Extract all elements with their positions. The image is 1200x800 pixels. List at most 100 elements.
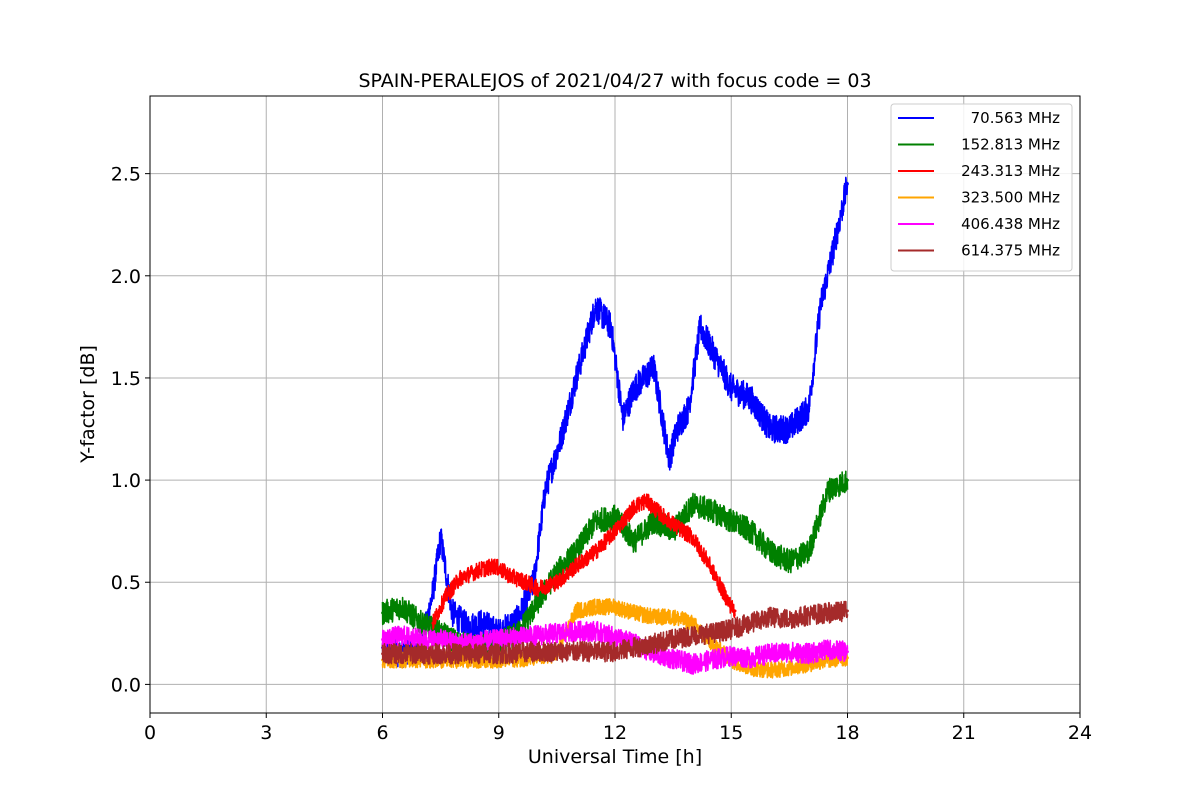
data-point: [660, 513, 663, 517]
data-point: [749, 529, 753, 533]
data-point: [667, 458, 671, 462]
x-tick-label: 18: [835, 722, 859, 744]
legend-label: 70.563 MHz: [971, 109, 1060, 127]
data-point: [787, 617, 791, 621]
data-point: [830, 253, 834, 257]
data-point: [807, 613, 811, 617]
data-point: [555, 580, 559, 584]
data-point: [691, 535, 694, 539]
data-point: [574, 550, 578, 553]
data-point: [497, 652, 501, 656]
y-axis-label: Y-factor [dB]: [77, 345, 99, 464]
x-tick-label: 6: [376, 722, 388, 744]
data-point: [524, 580, 528, 584]
data-point: [381, 652, 384, 656]
data-point: [458, 576, 462, 580]
x-tick-label: 15: [719, 722, 743, 744]
data-point: [400, 633, 404, 637]
data-point: [652, 615, 656, 619]
y-axis: 0.0 0.5 1.0 1.5 2.0 2.5: [111, 164, 150, 696]
data-point: [609, 325, 613, 329]
data-point: [729, 654, 733, 658]
data-point: [710, 642, 714, 645]
data-point: [807, 407, 811, 410]
data-point: [419, 652, 423, 656]
legend-frame: [890, 103, 1073, 272]
y-tick-label: 0.5: [111, 572, 141, 594]
data-point: [846, 478, 849, 482]
data-point: [419, 638, 423, 641]
data-point: [706, 560, 710, 564]
data-point: [632, 646, 636, 650]
data-point: [400, 605, 404, 609]
series-line-5: [381, 600, 849, 665]
y-tick-label: 1.5: [111, 368, 141, 390]
data-point: [846, 609, 849, 613]
data-point: [787, 427, 791, 431]
data-point: [729, 519, 733, 523]
chart-title: SPAIN-PERALEJOS of 2021/04/27 with focus…: [358, 70, 871, 92]
legend-label: 614.375 MHz: [961, 242, 1060, 260]
data-point: [574, 650, 578, 654]
data-point: [826, 658, 830, 662]
data-point: [613, 529, 617, 533]
data-point: [652, 366, 656, 370]
data-point: [381, 638, 384, 641]
y-tick-label: 0.0: [111, 674, 141, 696]
series-line-2: [432, 493, 736, 630]
data-point: [749, 656, 753, 660]
data-point: [443, 597, 446, 600]
x-axis-label: Universal Time [h]: [528, 746, 702, 768]
data-point: [555, 570, 559, 574]
data-point: [733, 609, 737, 613]
data-point: [594, 305, 598, 308]
data-point: [807, 652, 811, 656]
data-point: [675, 427, 679, 431]
data-point: [768, 550, 772, 553]
data-point: [574, 629, 578, 633]
legend: 70.563 MHz 152.813 MHz 243.313 MHz 323.500 …: [890, 103, 1073, 272]
data-point: [729, 605, 733, 609]
data-point: [439, 535, 443, 539]
legend-label: 406.438 MHz: [961, 215, 1060, 233]
data-point: [466, 625, 470, 629]
data-point: [826, 611, 830, 615]
data-point: [632, 611, 636, 615]
data-point: [818, 305, 822, 308]
data-point: [826, 488, 830, 492]
data-point: [431, 621, 435, 625]
data-point: [450, 611, 454, 615]
data-point: [419, 621, 423, 625]
data-point: [687, 407, 691, 410]
data-point: [768, 427, 772, 431]
data-point: [613, 650, 617, 654]
data-point: [826, 648, 830, 652]
data-point: [652, 642, 656, 645]
data-point: [574, 609, 578, 613]
data-point: [431, 591, 435, 594]
data-point: [807, 550, 811, 553]
data-point: [729, 386, 733, 390]
series-layer: [381, 176, 849, 679]
data-point: [846, 650, 849, 654]
data-point: [846, 656, 849, 660]
data-point: [749, 621, 753, 625]
data-point: [675, 525, 679, 529]
data-point: [710, 509, 714, 513]
data-point: [574, 564, 578, 568]
data-point: [594, 629, 598, 633]
data-point: [632, 386, 636, 390]
data-point: [691, 662, 694, 666]
data-point: [543, 488, 547, 492]
legend-label: 323.500 MHz: [961, 189, 1060, 207]
data-point: [594, 550, 598, 553]
x-tick-label: 21: [952, 722, 976, 744]
x-axis: 0 3 6 9 12 15 18 21 24: [144, 713, 1092, 744]
data-point: [497, 638, 501, 641]
data-point: [714, 356, 718, 359]
data-point: [710, 631, 714, 635]
y-tick-label: 2.5: [111, 164, 141, 186]
data-point: [536, 586, 539, 590]
y-tick-label: 1.0: [111, 470, 141, 492]
data-point: [768, 668, 772, 672]
